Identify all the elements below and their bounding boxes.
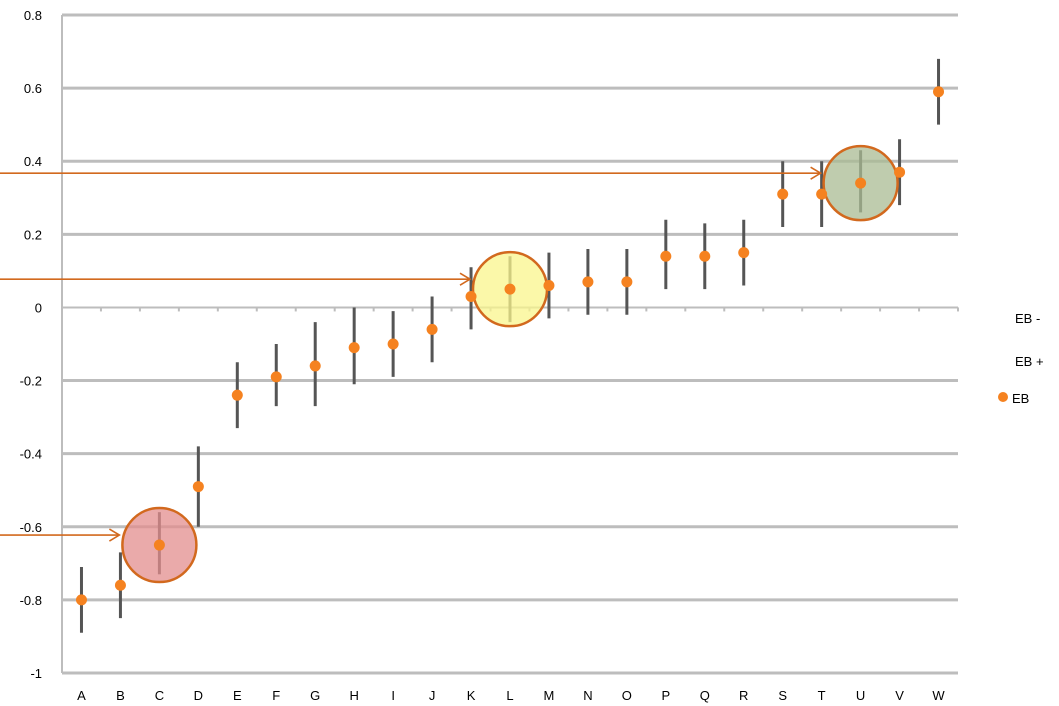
x-tick-label: M bbox=[544, 688, 555, 703]
legend-label-eb-minus: EB - bbox=[1015, 311, 1040, 326]
y-tick-label: 0.8 bbox=[24, 8, 42, 23]
y-tick-label: 0.4 bbox=[24, 154, 42, 169]
data-point bbox=[660, 250, 672, 262]
x-tick-label: G bbox=[310, 688, 320, 703]
x-tick-label: N bbox=[583, 688, 592, 703]
x-tick-label: F bbox=[272, 688, 280, 703]
y-tick-label: -0.2 bbox=[20, 374, 42, 389]
arrow-head bbox=[459, 272, 472, 286]
y-tick-label: 0 bbox=[35, 300, 42, 315]
data-point bbox=[816, 188, 828, 200]
data-point bbox=[543, 280, 555, 292]
y-tick-label: 0.6 bbox=[24, 81, 42, 96]
x-tick-label: P bbox=[661, 688, 670, 703]
data-point bbox=[699, 250, 711, 262]
x-tick-label: R bbox=[739, 688, 748, 703]
data-point bbox=[387, 338, 399, 350]
data-point bbox=[894, 166, 906, 178]
x-tick-label: U bbox=[856, 688, 865, 703]
x-tick-label: I bbox=[391, 688, 395, 703]
x-tick-label: D bbox=[194, 688, 203, 703]
data-point bbox=[348, 342, 360, 354]
x-tick-label: S bbox=[778, 688, 787, 703]
data-point bbox=[75, 594, 87, 606]
x-tick-label: J bbox=[429, 688, 436, 703]
legend-label-eb: EB bbox=[1012, 391, 1029, 406]
data-point bbox=[621, 276, 633, 288]
arrow-head bbox=[108, 528, 121, 542]
y-tick-labels: 0.8 0.6 0.4 0.2 0 -0.2 -0.4 -0.6 -0.8 -1 bbox=[20, 8, 42, 681]
legend-marker-eb bbox=[998, 392, 1008, 402]
x-tick-label: Q bbox=[700, 688, 710, 703]
data-point bbox=[465, 290, 477, 302]
data-point bbox=[114, 579, 126, 591]
legend: EB - EB + EB bbox=[998, 311, 1044, 406]
y-tick-label: -1 bbox=[30, 666, 42, 681]
data-point bbox=[855, 177, 867, 189]
data-point bbox=[426, 323, 438, 335]
data-point bbox=[933, 86, 945, 98]
legend-label-eb-plus: EB + bbox=[1015, 354, 1044, 369]
data-point bbox=[777, 188, 789, 200]
data-point bbox=[309, 360, 321, 372]
data-point bbox=[738, 247, 750, 259]
axes bbox=[61, 15, 959, 673]
data-point bbox=[231, 389, 243, 401]
data-point bbox=[270, 371, 282, 383]
x-tick-label: V bbox=[895, 688, 904, 703]
y-tick-label: 0.2 bbox=[24, 227, 42, 242]
error-bars bbox=[79, 58, 941, 633]
x-tick-label: W bbox=[932, 688, 945, 703]
x-tick-label: E bbox=[233, 688, 242, 703]
x-tick-label: L bbox=[506, 688, 513, 703]
x-tick-label: C bbox=[155, 688, 164, 703]
y-tick-label: -0.4 bbox=[20, 447, 42, 462]
data-point bbox=[153, 539, 165, 551]
y-tick-label: -0.8 bbox=[20, 593, 42, 608]
data-point bbox=[192, 481, 204, 493]
x-tick-labels: A B C D E F G H I J K L M N O P Q R S T U V W bbox=[77, 688, 945, 703]
y-tick-label: -0.6 bbox=[20, 520, 42, 535]
eb-points bbox=[75, 86, 945, 606]
grid-lines bbox=[62, 13, 958, 675]
x-tick-label: A bbox=[77, 688, 86, 703]
annotation-arrows bbox=[0, 166, 823, 542]
x-tick-label: B bbox=[116, 688, 125, 703]
arrow-head bbox=[810, 166, 823, 180]
x-tick-label: H bbox=[349, 688, 358, 703]
data-point bbox=[582, 276, 594, 288]
data-point bbox=[504, 283, 516, 295]
x-tick-label: O bbox=[622, 688, 632, 703]
x-tick-label: K bbox=[467, 688, 476, 703]
x-tick-label: T bbox=[818, 688, 826, 703]
